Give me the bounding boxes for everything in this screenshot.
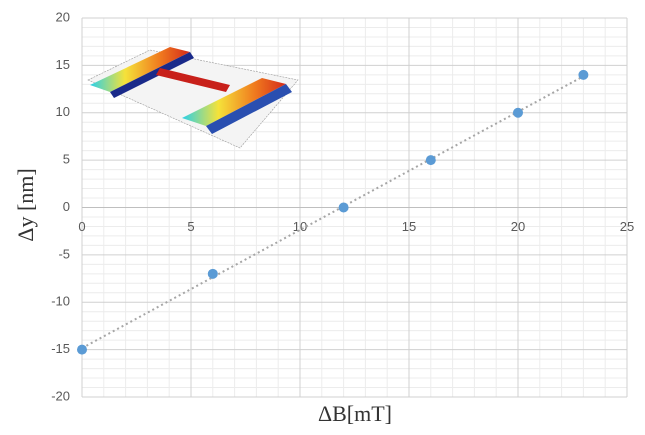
x-axis-title: ΔB[mT] (318, 401, 392, 426)
y-tick-label: -10 (51, 294, 70, 309)
x-tick-label: 0 (78, 219, 85, 234)
y-tick-label: 10 (56, 104, 70, 119)
x-tick-label: 5 (187, 219, 194, 234)
x-tick-label: 15 (402, 219, 416, 234)
x-tick-label: 10 (293, 219, 307, 234)
y-tick-label: -20 (51, 388, 70, 403)
data-point (208, 269, 218, 279)
y-axis-title: Δy [nm] (13, 168, 38, 241)
inset-image (88, 47, 298, 148)
data-point (77, 345, 87, 355)
x-tick-label: 25 (620, 219, 634, 234)
trendline (82, 76, 583, 348)
chart: 0 5 10 15 20 25 -20 -15 -10 -5 0 5 10 15 20 ΔB[mT] Δy … (0, 0, 645, 435)
y-tick-label: 20 (56, 9, 70, 24)
x-tick-label: 20 (511, 219, 525, 234)
y-tick-label: 0 (63, 199, 70, 214)
data-point (578, 70, 588, 80)
y-tick-label: -5 (58, 246, 70, 261)
y-tick-label: 15 (56, 57, 70, 72)
data-point (339, 203, 349, 213)
y-tick-label: -15 (51, 341, 70, 356)
data-point (513, 108, 523, 118)
y-tick-label: 5 (63, 152, 70, 167)
data-point (426, 155, 436, 165)
